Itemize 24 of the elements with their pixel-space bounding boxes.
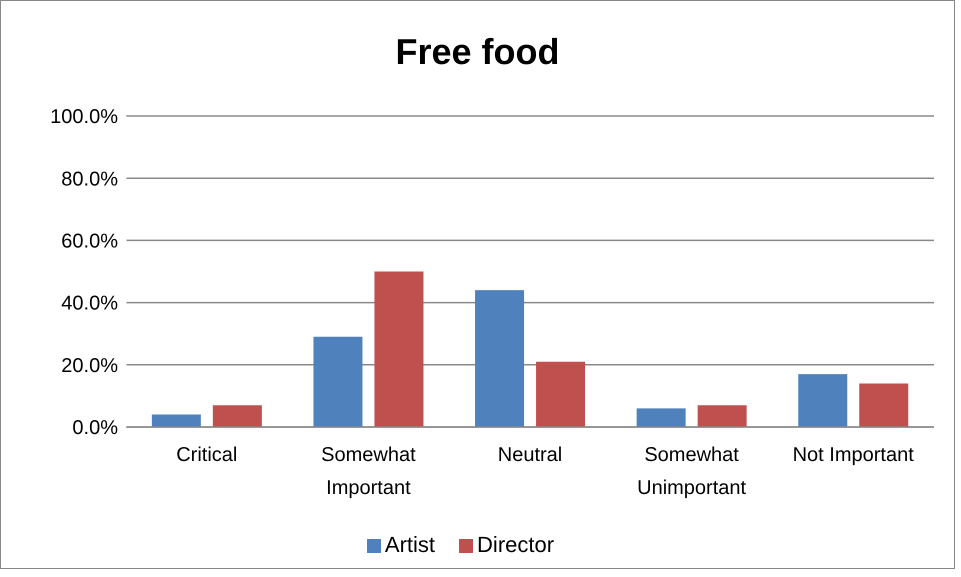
x-tick-label: Not Important xyxy=(792,444,914,466)
x-tick-label: Neutral xyxy=(498,444,562,466)
x-tick-label: Somewhat Unimportant xyxy=(637,444,747,499)
y-tick-label: 40.0% xyxy=(61,292,118,315)
bar xyxy=(698,405,747,427)
y-tick-label: 20.0% xyxy=(61,354,118,377)
bar xyxy=(313,336,362,427)
bar xyxy=(798,374,848,427)
x-tick-label: Somewhat Important xyxy=(321,444,416,499)
bar xyxy=(152,414,201,427)
bar xyxy=(536,362,586,427)
bar xyxy=(859,383,908,427)
y-tick-label: 100.0% xyxy=(50,106,118,128)
bar xyxy=(212,405,262,427)
legend-label: Artist xyxy=(384,532,436,557)
x-tick-label: Critical xyxy=(176,444,238,466)
bar xyxy=(636,408,686,427)
legend-label: Director xyxy=(477,532,554,557)
chart-title: Free food xyxy=(394,31,560,73)
y-tick-label: 0.0% xyxy=(72,417,118,440)
y-tick-label: 80.0% xyxy=(61,168,118,190)
bar xyxy=(475,290,524,427)
bar xyxy=(374,272,424,427)
y-tick-label: 60.0% xyxy=(61,230,118,252)
